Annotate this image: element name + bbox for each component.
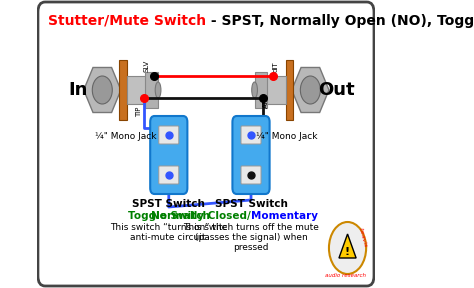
Text: pressed: pressed: [233, 243, 269, 252]
Text: Out: Out: [319, 81, 355, 99]
Text: ATS: ATS: [263, 95, 269, 108]
Circle shape: [92, 76, 112, 104]
Text: Stutter/Mute Switch: Stutter/Mute Switch: [48, 14, 206, 28]
Bar: [127, 76, 156, 104]
Text: SPST Switch: SPST Switch: [215, 199, 287, 209]
Text: (passes the signal) when: (passes the signal) when: [195, 233, 308, 242]
Text: !: !: [345, 247, 350, 257]
FancyBboxPatch shape: [159, 126, 179, 144]
Text: Momentary: Momentary: [251, 211, 318, 221]
Circle shape: [301, 76, 320, 104]
Ellipse shape: [155, 82, 161, 98]
Text: beavis: beavis: [357, 228, 368, 249]
Text: This switch turns off the mute: This switch turns off the mute: [183, 223, 319, 232]
Circle shape: [329, 222, 366, 274]
Text: ¼" Mono Jack: ¼" Mono Jack: [256, 132, 318, 141]
Ellipse shape: [252, 82, 257, 98]
Text: ¼" Mono Jack: ¼" Mono Jack: [95, 132, 156, 141]
Text: - SPST, Normally Open (NO), Toggle: - SPST, Normally Open (NO), Toggle: [206, 14, 474, 28]
Bar: [256, 76, 286, 104]
FancyBboxPatch shape: [159, 166, 179, 184]
Text: anti-mute circuit.: anti-mute circuit.: [129, 233, 208, 242]
Text: SLV: SLV: [144, 60, 150, 72]
Text: SPST Switch: SPST Switch: [132, 199, 205, 209]
FancyBboxPatch shape: [150, 116, 187, 194]
Bar: [286, 60, 293, 120]
Text: Normally Closed/: Normally Closed/: [151, 211, 251, 221]
FancyBboxPatch shape: [38, 2, 374, 286]
Text: Stutter/Mute Switch - SPST, Normally Open (NO), Toggle: Stutter/Mute Switch - SPST, Normally Ope…: [0, 14, 426, 28]
Text: This switch “turns on” the: This switch “turns on” the: [110, 223, 228, 232]
Text: audio research: audio research: [325, 273, 366, 278]
Bar: [119, 60, 127, 120]
Text: dIT: dIT: [273, 61, 279, 72]
FancyBboxPatch shape: [241, 126, 261, 144]
Text: Toggle Switch: Toggle Switch: [128, 211, 210, 221]
Text: In: In: [68, 81, 88, 99]
Polygon shape: [339, 234, 356, 258]
Bar: [255, 72, 267, 108]
FancyBboxPatch shape: [232, 116, 270, 194]
FancyBboxPatch shape: [241, 166, 261, 184]
Bar: [145, 72, 158, 108]
Text: TIP: TIP: [137, 107, 143, 118]
